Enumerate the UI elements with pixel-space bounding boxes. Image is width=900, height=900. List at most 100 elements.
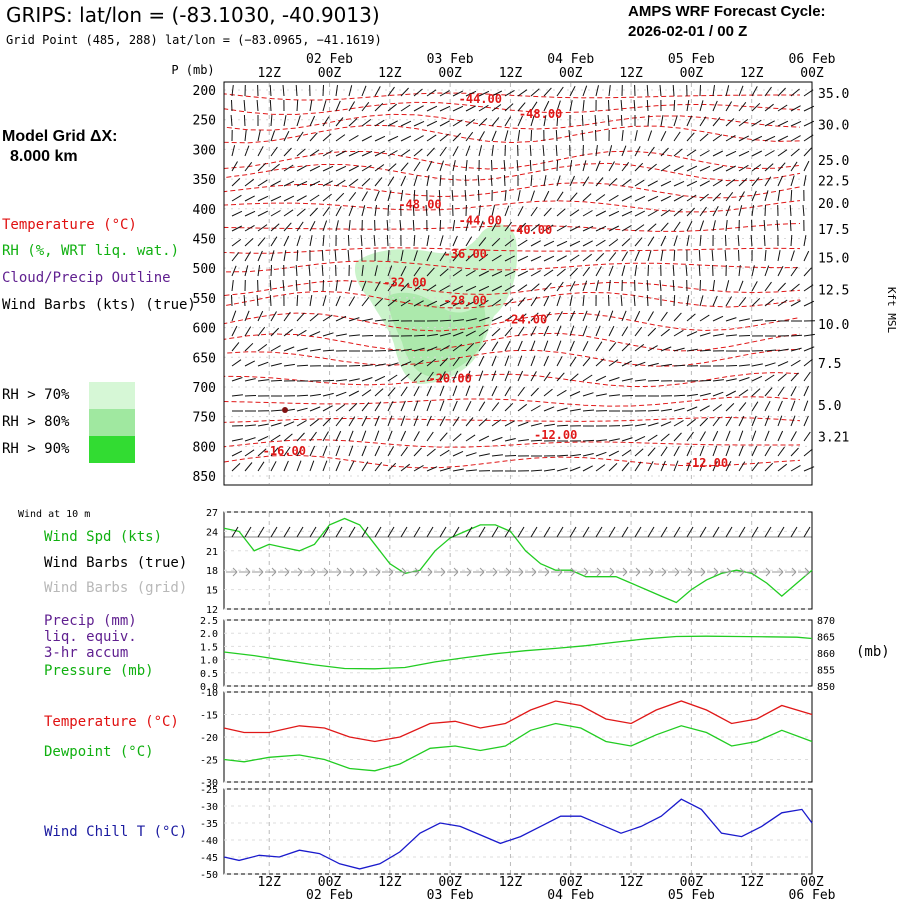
wind-barb	[335, 460, 341, 472]
wind-barb	[582, 439, 595, 442]
wind-barb	[621, 265, 626, 277]
wind-barb	[660, 180, 672, 187]
wind-barb	[244, 210, 256, 217]
wind-barb	[542, 144, 545, 157]
wind-barb	[269, 294, 272, 307]
wind-panel-frame	[223, 511, 813, 610]
temperature-contour	[223, 260, 801, 273]
wind-barb	[465, 452, 477, 457]
wind-barb-true	[582, 526, 590, 538]
wind-barb	[426, 235, 430, 247]
wind-barb	[777, 135, 789, 142]
legend-wind-barbs: Wind Barbs (kts) (true)	[2, 297, 196, 313]
wind-barb	[621, 238, 631, 247]
wind-barb	[686, 165, 698, 172]
wind-barb	[243, 114, 246, 127]
wind-barb	[725, 334, 737, 337]
wind-barb	[725, 178, 736, 187]
wind-barb	[699, 150, 710, 157]
bottom-time-tick: 12Z	[257, 875, 281, 890]
wind-barb	[231, 194, 242, 202]
wind-barb	[412, 204, 415, 217]
wind-barb	[309, 100, 313, 112]
wind-barb	[426, 466, 438, 472]
wind-barb	[660, 164, 671, 172]
wind-barb	[426, 105, 438, 112]
wind-barb	[296, 221, 304, 232]
wind-barb	[361, 402, 370, 412]
wind-barb	[673, 249, 676, 262]
wind-barb	[529, 159, 532, 172]
rh-70-label: RH > 70%	[2, 387, 70, 403]
wind-barb	[504, 327, 513, 337]
wind-barb	[699, 314, 710, 322]
wind-barb	[334, 249, 337, 262]
wind-barb	[647, 447, 656, 457]
temp-tick: -30	[200, 778, 218, 789]
wind-barb	[386, 219, 389, 232]
wind-barb	[725, 205, 731, 217]
wind-barb-true	[478, 526, 486, 538]
wind-barb	[452, 269, 463, 277]
wind-barb	[712, 430, 719, 442]
wind-barb	[270, 409, 283, 412]
wind-barb-true	[725, 526, 733, 538]
wind-barb	[439, 268, 449, 277]
wind-barb	[582, 295, 585, 307]
wind-barb	[465, 434, 476, 442]
wind-barb	[543, 295, 550, 307]
wind-barb-grid-head	[596, 567, 602, 577]
wind-barb	[517, 102, 526, 112]
wind-barb	[257, 326, 266, 337]
wind-barb	[595, 280, 599, 292]
temperature-label: Temperature (°C)	[44, 714, 179, 730]
height-tick-label: 10.0	[818, 318, 849, 333]
wind-barb	[673, 407, 685, 412]
wind-barb	[790, 334, 803, 337]
wind-barb	[751, 401, 759, 412]
wind-barb	[543, 100, 550, 112]
wind-barb	[764, 120, 775, 127]
wind-barb	[295, 279, 298, 292]
wind-barb	[647, 114, 650, 127]
wind-barb	[504, 402, 514, 412]
wind-barb	[699, 133, 709, 142]
wind-barb	[647, 163, 657, 172]
wind-barb	[647, 345, 658, 352]
wind-barb	[426, 267, 435, 277]
wind-barb	[438, 189, 441, 202]
wind-barb	[361, 415, 368, 427]
wind-barb	[400, 250, 404, 262]
wind-barb	[569, 340, 575, 352]
wind-barb	[725, 134, 736, 142]
wind-barb	[543, 468, 555, 472]
wind-barb	[517, 326, 525, 337]
wind-barb	[400, 400, 406, 412]
wind-barb	[529, 144, 532, 157]
wind-barb	[296, 419, 307, 427]
wind-barb	[296, 329, 307, 337]
wind-barb	[361, 101, 370, 112]
wind-barb-grid-head	[414, 567, 420, 577]
wind-barb	[659, 279, 662, 292]
temperature-contour-label: -28.00	[444, 293, 487, 307]
wind-barb	[608, 252, 617, 262]
wind-barb	[751, 461, 760, 472]
wind-barb	[699, 206, 707, 217]
wind-barb-grid-head	[778, 567, 784, 577]
wind-barb	[335, 280, 338, 292]
wind-barb	[659, 84, 662, 97]
wind-speed-tick: 24	[206, 527, 218, 538]
wind-barb	[491, 145, 494, 157]
wind-barb	[309, 393, 321, 397]
wind-barb	[439, 345, 450, 352]
wind-barb	[764, 349, 777, 352]
wind-barb	[400, 282, 409, 292]
wind-barb	[672, 279, 675, 292]
wind-barb-true	[803, 526, 811, 538]
wind-barb	[621, 424, 633, 427]
wind-barb-grid-head	[479, 567, 485, 577]
wind-barb	[673, 432, 682, 442]
wind-barb	[504, 221, 513, 232]
wind-barb	[555, 144, 558, 157]
